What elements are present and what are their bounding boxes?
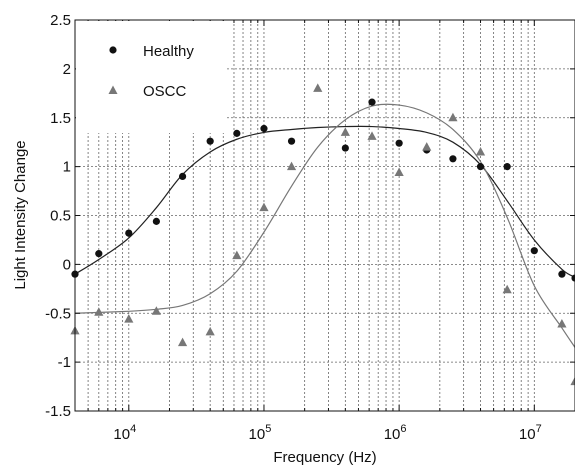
point-healthy [260,124,268,133]
y-tick-label: 2.5 [50,12,71,29]
point-oscc [448,112,458,122]
x-tick-base: 10 [519,426,536,443]
x-axis-ticks: 104 105 106 107 [74,20,575,443]
point-oscc [94,307,104,316]
legend-box [76,21,226,133]
y-tick-label: 1.5 [50,110,71,127]
fit-curve-healthy [75,125,575,278]
x-tick-base: 10 [384,426,401,443]
x-tick-exponent: 7 [536,423,542,435]
y-tick-label: 0 [63,256,71,273]
fit-curve-oscc [75,103,575,348]
point-healthy [95,250,103,258]
point-healthy [476,163,485,171]
y-axis-ticks: -1.5 -1 -0.5 0 0.5 1 1.5 2 2.5 [45,12,575,420]
point-healthy [233,129,241,137]
point-healthy [558,270,566,278]
point-healthy [571,274,575,282]
point-healthy [287,137,296,145]
point-oscc [286,161,297,171]
fit-curves [75,103,575,348]
y-tick-label: 1 [63,159,71,176]
point-oscc [205,326,215,336]
point-healthy [206,137,214,145]
point-healthy [368,98,376,106]
point-oscc [475,146,486,156]
x-tick-exponent: 4 [130,423,136,435]
point-oscc [367,131,377,140]
x-tick-label: 105 [249,423,272,443]
point-oscc [570,376,575,386]
x-tick-exponent: 6 [400,423,406,435]
point-healthy [341,144,349,152]
point-oscc [313,83,323,92]
x-tick-exponent: 5 [265,423,271,435]
x-tick-label: 104 [113,423,136,443]
x-tick-base: 10 [113,426,130,443]
data-points [70,83,575,386]
point-healthy [125,229,133,237]
point-healthy [152,217,160,225]
point-oscc [124,314,134,323]
y-tick-label: 0.5 [50,208,71,225]
x-axis-label: Frequency (Hz) [273,449,376,466]
x-tick-label: 106 [384,423,407,443]
point-healthy [530,247,538,255]
point-oscc [151,306,161,315]
point-oscc [394,167,404,176]
x-tick-label: 107 [519,423,542,443]
legend-marker-oscc [108,85,118,94]
y-tick-label: -0.5 [45,305,71,322]
legend: Healthy OSCC [76,21,226,133]
point-oscc [232,250,242,260]
y-tick-label: -1 [58,354,71,371]
point-oscc [340,127,350,136]
y-tick-label: -1.5 [45,403,71,420]
point-oscc [502,284,512,294]
point-oscc [422,142,432,151]
y-axis-label: Light Intensity Change [12,140,29,289]
x-tick-base: 10 [249,426,266,443]
point-oscc [259,202,269,212]
point-oscc [557,319,567,328]
legend-marker-healthy [109,46,117,54]
point-healthy [178,172,187,180]
point-healthy [503,163,511,171]
point-healthy [449,155,457,163]
point-healthy [395,139,403,147]
legend-label-oscc: OSCC [143,83,187,100]
y-tick-label: 2 [63,61,71,78]
legend-label-healthy: Healthy [143,43,194,60]
point-oscc [177,337,188,347]
